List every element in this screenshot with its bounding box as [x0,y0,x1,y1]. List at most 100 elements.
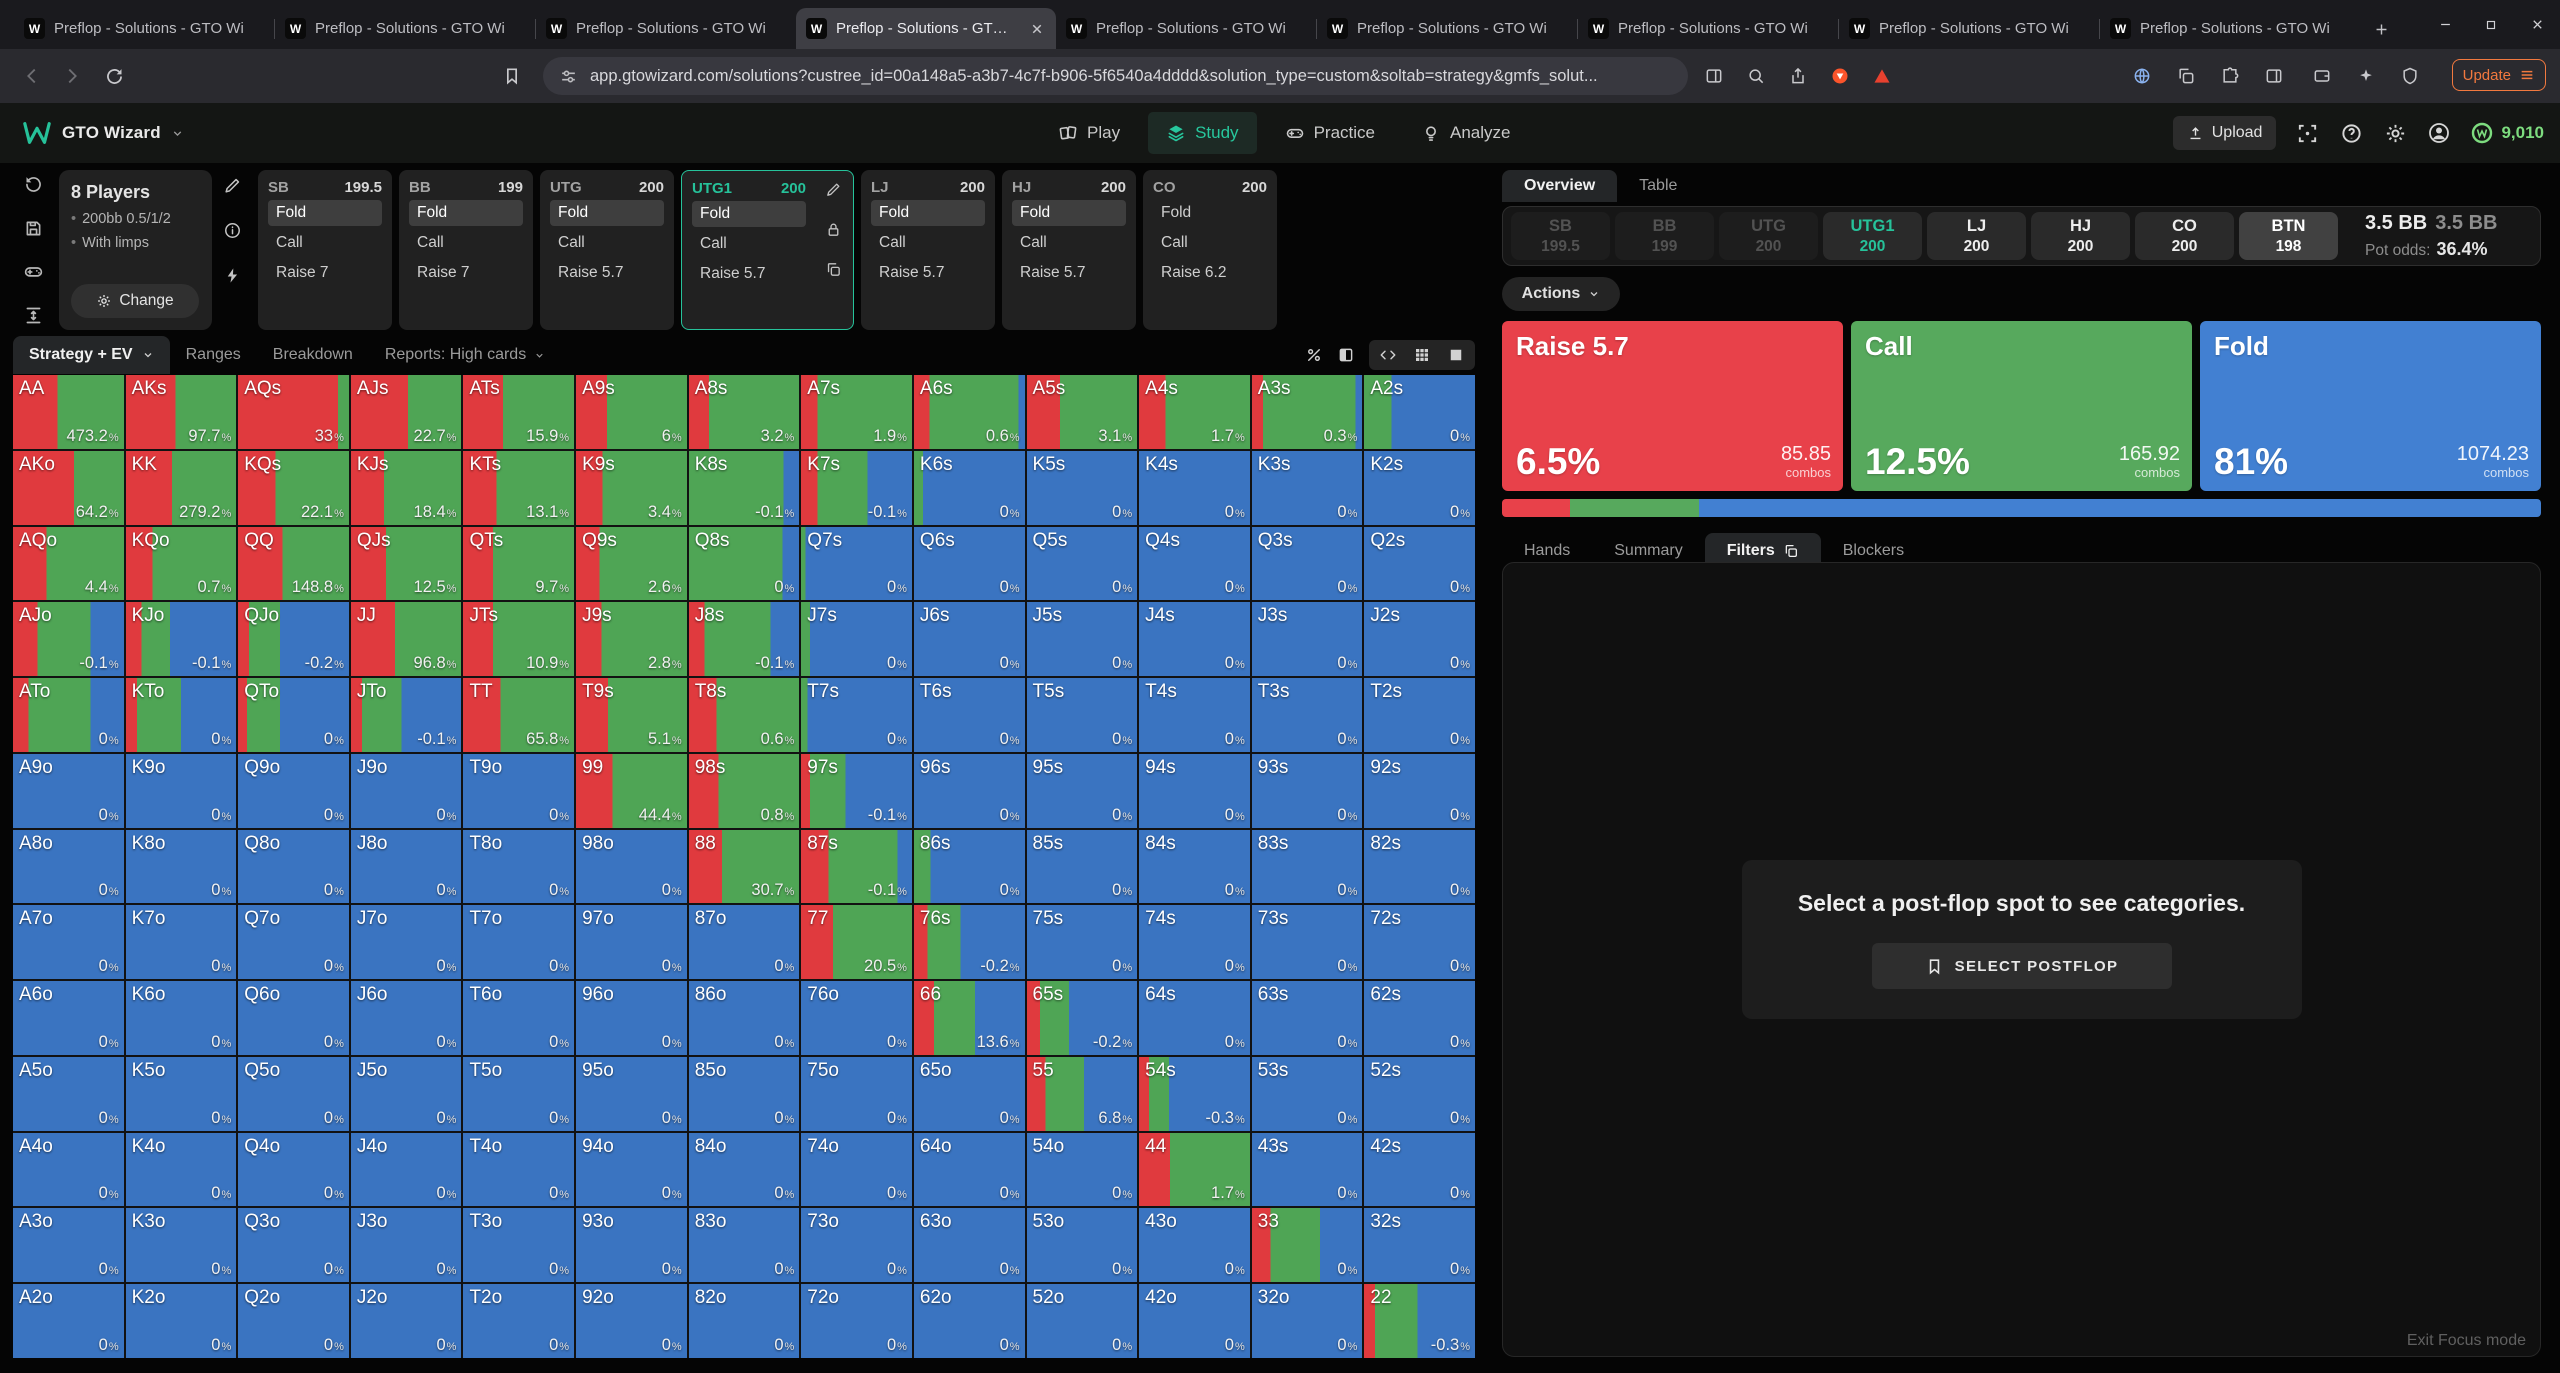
matrix-cell-K8s[interactable]: K8s -0.1% [688,450,800,525]
matrix-cell-94o[interactable]: 94o 0% [576,1132,687,1207]
matrix-cell-92s[interactable]: 92s 0% [1364,753,1475,828]
matrix-cell-77[interactable]: 77 20.5% [801,905,912,980]
sub-tab-blockers[interactable]: Blockers [1842,542,1905,559]
matrix-cell-T6o[interactable]: T6o 0% [463,981,575,1055]
adblock-button[interactable] [1868,62,1896,90]
seat-chip-btn[interactable]: BTN 198 [2239,212,2338,260]
matrix-cell-KTo[interactable]: KTo 0% [125,678,237,752]
action-card-call[interactable]: Call 12.5% 165.92 combos [1851,321,2192,491]
action-row-call[interactable]: Call [417,234,444,251]
change-button[interactable]: Change [71,284,199,318]
select-postflop-button[interactable]: SELECT POSTFLOP [1871,943,2172,989]
matrix-cell-J3s[interactable]: J3s 0% [1251,602,1363,677]
action-row-call[interactable]: Call [700,235,727,252]
seat-chip-bb[interactable]: BB 199 [1615,212,1714,260]
matrix-cell-T6s[interactable]: T6s 0% [913,678,1025,752]
matrix-cell-AQs[interactable]: AQs 33% [238,375,349,449]
action-row-raise[interactable]: Raise 5.7 [879,264,945,281]
matrix-cell-87s[interactable]: 87s -0.1% [801,829,912,904]
seat-chip-sb[interactable]: SB 199.5 [1511,212,1610,260]
card-tool-lock[interactable] [825,221,842,239]
matrix-cell-44[interactable]: 44 1.7% [1139,1132,1250,1207]
matrix-cell-A5o[interactable]: A5o 0% [13,1056,124,1131]
matrix-cell-98o[interactable]: 98o 0% [576,829,687,904]
matrix-cell-96o[interactable]: 96o 0% [576,981,687,1055]
update-button[interactable]: Update [2451,59,2546,91]
matrix-cell-Q7s[interactable]: Q7s 0% [801,526,912,601]
browser-tab[interactable]: W Preflop - Solutions - GTO Wi [1317,8,1577,49]
browser-tab[interactable]: W Preflop - Solutions - GTO Wi [14,8,274,49]
matrix-cell-76s[interactable]: 76s -0.2% [913,905,1025,980]
matrix-cell-A4o[interactable]: A4o 0% [13,1132,124,1207]
matrix-cell-A6s[interactable]: A6s 0.6% [913,375,1025,449]
matrix-cell-A9s[interactable]: A9s 6% [576,375,687,449]
matrix-cell-43s[interactable]: 43s 0% [1251,1132,1363,1207]
matrix-tab-ranges[interactable]: Ranges [185,346,241,363]
close-button[interactable] [2514,0,2560,49]
matrix-cell-A5s[interactable]: A5s 3.1% [1026,375,1138,449]
browser-tab[interactable]: W Preflop - Solutions - GTO Wi [536,8,796,49]
nav-item-practice[interactable]: Practice [1267,112,1393,154]
action-row-fold[interactable]: Fold [550,200,664,226]
tree-tool-info[interactable] [223,221,242,240]
toolbar-button-contrast[interactable] [1337,346,1355,364]
matrix-cell-AJs[interactable]: AJs 22.7% [350,375,462,449]
matrix-cell-T7o[interactable]: T7o 0% [463,905,575,980]
matrix-cell-J8s[interactable]: J8s -0.1% [688,602,800,677]
matrix-cell-TT[interactable]: TT 65.8% [463,678,575,752]
matrix-cell-K2o[interactable]: K2o 0% [125,1284,237,1358]
matrix-cell-32o[interactable]: 32o 0% [1251,1284,1363,1358]
matrix-cell-T5o[interactable]: T5o 0% [463,1056,575,1131]
minimize-button[interactable] [2422,0,2468,49]
extensions-button[interactable] [2216,62,2244,90]
matrix-cell-Q4s[interactable]: Q4s 0% [1139,526,1250,601]
sub-tab-summary[interactable]: Summary [1614,542,1683,559]
matrix-cell-J2o[interactable]: J2o 0% [350,1284,462,1358]
seat-chip-utg1[interactable]: UTG1 200 [1823,212,1922,260]
matrix-cell-87o[interactable]: 87o 0% [688,905,800,980]
exit-focus-mode[interactable]: Exit Focus mode [2406,1332,2526,1349]
matrix-cell-Q6s[interactable]: Q6s 0% [913,526,1025,601]
matrix-cell-Q2s[interactable]: Q2s 0% [1364,526,1475,601]
matrix-cell-42s[interactable]: 42s 0% [1364,1132,1475,1207]
seat-chip-hj[interactable]: HJ 200 [2031,212,2130,260]
matrix-cell-32s[interactable]: 32s 0% [1364,1208,1475,1283]
action-card-raise[interactable]: Raise 5.7 6.5% 85.85 combos [1502,321,1843,491]
matrix-cell-AA[interactable]: AA 473.2% [13,375,124,449]
matrix-cell-T2s[interactable]: T2s 0% [1364,678,1475,752]
action-row-raise[interactable]: Raise 5.7 [700,265,766,282]
shield-button[interactable] [2396,62,2424,90]
matrix-cell-KK[interactable]: KK 279.2% [125,450,237,525]
action-row-raise[interactable]: Raise 7 [276,264,329,281]
matrix-cell-82s[interactable]: 82s 0% [1364,829,1475,904]
sidebar-toggle-button[interactable] [2260,62,2288,90]
action-row-raise[interactable]: Raise 5.7 [1020,264,1086,281]
matrix-cell-96s[interactable]: 96s 0% [913,753,1025,828]
share-button[interactable] [1784,62,1812,90]
matrix-cell-66[interactable]: 66 13.6% [913,981,1025,1055]
matrix-cell-T8s[interactable]: T8s 0.6% [688,678,800,752]
panel-tab-table[interactable]: Table [1639,177,1678,194]
matrix-cell-52o[interactable]: 52o 0% [1026,1284,1138,1358]
nav-item-play[interactable]: Play [1040,112,1138,154]
matrix-cell-A4s[interactable]: A4s 1.7% [1139,375,1250,449]
matrix-tab-breakdown[interactable]: Breakdown [272,346,353,363]
rail-button-gamepad[interactable] [23,261,44,282]
position-card-utg1[interactable]: UTG1 200 Fold Call Raise 5.7 [682,171,816,331]
matrix-cell-J4o[interactable]: J4o 0% [350,1132,462,1207]
matrix-cell-T7s[interactable]: T7s 0% [801,678,912,752]
matrix-cell-Q8s[interactable]: Q8s 0% [688,526,800,601]
brave-rewards-button[interactable] [1826,62,1854,90]
action-card-fold[interactable]: Fold 81% 1074.23 combos [2200,321,2541,491]
tree-tool-bolt[interactable] [223,266,242,285]
action-row-fold[interactable]: Fold [692,201,806,227]
settings-button[interactable] [2382,120,2408,146]
matrix-cell-65s[interactable]: 65s -0.2% [1026,981,1138,1055]
matrix-cell-Q8o[interactable]: Q8o 0% [238,829,349,904]
position-card-utg[interactable]: UTG 200 Fold Call Raise 5.7 [540,170,674,330]
matrix-cell-75o[interactable]: 75o 0% [801,1056,912,1131]
matrix-cell-ATs[interactable]: ATs 15.9% [463,375,575,449]
view-mode-tab[interactable]: Strategy + EV [13,336,170,374]
matrix-cell-72s[interactable]: 72s 0% [1364,905,1475,980]
forward-button[interactable] [58,62,86,90]
